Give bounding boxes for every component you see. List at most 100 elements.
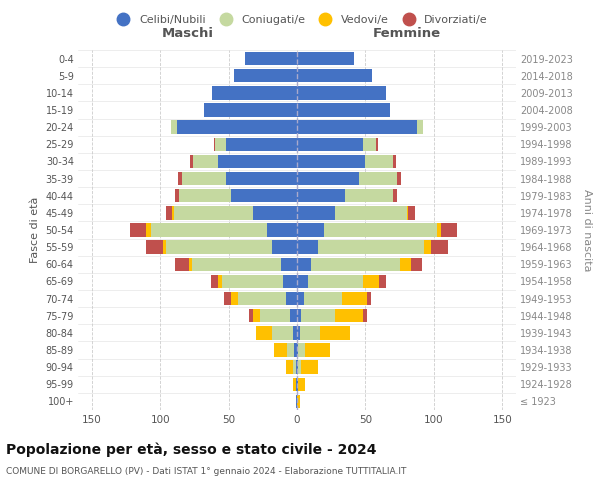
Bar — [249, 309, 253, 322]
Bar — [175, 189, 179, 202]
Bar — [256, 326, 272, 340]
Bar — [297, 154, 365, 168]
Bar — [178, 172, 182, 186]
Bar — [293, 360, 296, 374]
Bar — [286, 292, 297, 306]
Bar — [287, 344, 294, 356]
Bar — [297, 378, 298, 391]
Bar — [204, 104, 297, 117]
Bar — [437, 224, 441, 236]
Bar — [234, 69, 297, 82]
Bar — [297, 120, 418, 134]
Bar — [367, 292, 371, 306]
Bar — [297, 206, 335, 220]
Bar — [286, 360, 293, 374]
Bar — [218, 154, 297, 168]
Bar — [193, 154, 218, 168]
Bar — [376, 138, 378, 151]
Bar — [214, 138, 215, 151]
Bar — [335, 309, 363, 322]
Bar — [441, 224, 457, 236]
Bar — [281, 258, 297, 271]
Bar — [296, 360, 297, 374]
Bar — [418, 120, 423, 134]
Bar — [283, 274, 297, 288]
Bar — [166, 206, 172, 220]
Bar — [253, 309, 260, 322]
Bar — [260, 309, 290, 322]
Bar — [297, 240, 317, 254]
Bar — [297, 69, 372, 82]
Bar — [379, 274, 386, 288]
Bar — [297, 344, 298, 356]
Text: COMUNE DI BORGARELLO (PV) - Dati ISTAT 1° gennaio 2024 - Elaborazione TUTTITALIA: COMUNE DI BORGARELLO (PV) - Dati ISTAT 1… — [6, 468, 406, 476]
Bar — [274, 344, 287, 356]
Bar — [272, 326, 293, 340]
Bar — [297, 86, 386, 100]
Bar — [267, 224, 297, 236]
Bar — [146, 224, 151, 236]
Bar — [272, 240, 297, 254]
Bar — [174, 206, 253, 220]
Bar — [301, 309, 335, 322]
Bar — [253, 206, 297, 220]
Bar — [190, 154, 193, 168]
Bar — [407, 206, 408, 220]
Bar — [308, 274, 363, 288]
Bar — [226, 138, 297, 151]
Bar — [363, 274, 379, 288]
Bar — [293, 326, 297, 340]
Bar — [297, 52, 355, 66]
Bar — [297, 309, 301, 322]
Bar — [410, 258, 422, 271]
Y-axis label: Anni di nascita: Anni di nascita — [583, 188, 592, 271]
Bar — [320, 326, 350, 340]
Bar — [215, 138, 226, 151]
Bar — [297, 224, 325, 236]
Bar — [397, 172, 401, 186]
Bar — [297, 326, 300, 340]
Bar — [297, 172, 359, 186]
Bar — [222, 274, 283, 288]
Bar — [297, 189, 345, 202]
Bar — [171, 120, 176, 134]
Bar — [297, 274, 308, 288]
Bar — [345, 189, 393, 202]
Bar — [363, 138, 376, 151]
Bar — [232, 189, 297, 202]
Bar — [293, 378, 296, 391]
Bar — [297, 104, 390, 117]
Bar — [297, 258, 311, 271]
Bar — [296, 378, 297, 391]
Text: Popolazione per età, sesso e stato civile - 2024: Popolazione per età, sesso e stato civil… — [6, 442, 377, 457]
Bar — [408, 206, 415, 220]
Bar — [226, 172, 297, 186]
Bar — [176, 120, 297, 134]
Bar — [218, 274, 222, 288]
Bar — [146, 240, 163, 254]
Bar — [297, 394, 300, 408]
Bar — [359, 172, 397, 186]
Bar — [393, 189, 397, 202]
Bar — [300, 326, 320, 340]
Bar — [191, 258, 281, 271]
Bar — [232, 292, 238, 306]
Text: Femmine: Femmine — [373, 26, 440, 40]
Bar — [212, 86, 297, 100]
Bar — [325, 224, 437, 236]
Bar — [182, 172, 226, 186]
Bar — [298, 378, 305, 391]
Bar — [211, 274, 218, 288]
Bar — [224, 292, 232, 306]
Bar — [363, 309, 367, 322]
Bar — [175, 258, 189, 271]
Bar — [301, 360, 317, 374]
Bar — [179, 189, 232, 202]
Text: Maschi: Maschi — [161, 26, 214, 40]
Bar — [342, 292, 367, 306]
Bar — [400, 258, 410, 271]
Bar — [298, 360, 301, 374]
Bar — [172, 206, 174, 220]
Bar — [304, 292, 342, 306]
Bar — [130, 224, 146, 236]
